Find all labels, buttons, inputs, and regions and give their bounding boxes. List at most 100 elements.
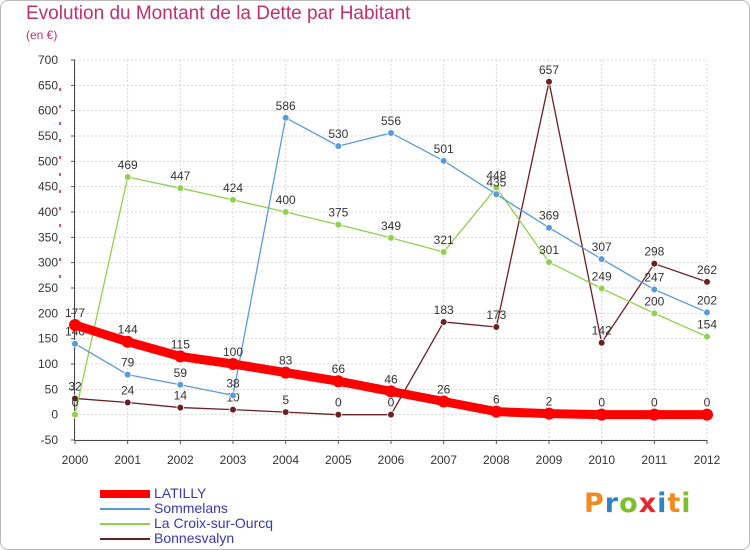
data-label: 530 [328, 127, 348, 141]
x-tick-label: 2010 [588, 453, 615, 467]
data-label: 32 [68, 379, 82, 393]
legend-label: LATILLY [154, 485, 207, 501]
y-tick-label: 200 [38, 306, 58, 320]
data-label: 0 [335, 396, 342, 410]
data-point [71, 410, 79, 419]
data-point [123, 370, 132, 379]
data-label: 154 [697, 318, 717, 332]
data-label: 321 [434, 233, 454, 247]
y-tick-label: 400 [38, 205, 58, 219]
data-point [545, 77, 553, 86]
legend-label: Sommelans [154, 500, 228, 516]
data-point [439, 248, 448, 256]
data-point [121, 335, 134, 348]
y-tick-label: 650 [38, 78, 58, 92]
data-label: 556 [381, 114, 401, 128]
data-point [176, 403, 185, 412]
data-label: 59 [174, 366, 188, 380]
y-tick-label: 100 [38, 357, 58, 371]
chart-subtitle: (en €) [26, 28, 58, 42]
logo-letter: o [619, 488, 639, 519]
data-label: 657 [539, 63, 559, 77]
data-point [123, 173, 132, 181]
data-label: 249 [592, 270, 612, 284]
data-label: 435 [486, 175, 506, 189]
data-point [650, 259, 659, 268]
y-tick-label: 350 [38, 230, 58, 244]
logo-letter: i [657, 488, 668, 519]
y-tick-label: 300 [38, 256, 58, 270]
data-point [176, 380, 185, 389]
logo-letter: P [584, 488, 605, 519]
data-point [439, 157, 448, 165]
data-point [176, 184, 185, 192]
data-label: 14 [174, 389, 188, 403]
y-tick-label: 250 [38, 281, 58, 295]
data-label: 38 [226, 376, 240, 390]
data-point [703, 278, 711, 286]
data-point [439, 318, 448, 326]
chart-legend: LATILLY Sommelans La Croix-sur-Ourcq Bonnes… [100, 486, 273, 546]
x-tick-label: 2006 [378, 453, 405, 467]
data-point [123, 398, 132, 407]
proxiti-logo: Proxiti [584, 488, 692, 519]
data-point [227, 358, 239, 370]
data-point [492, 323, 501, 331]
legend-label: La Croix-sur-Ourcq [154, 515, 274, 531]
logo-letter: i [681, 488, 692, 519]
data-label: 301 [539, 243, 559, 257]
data-label: 448 [486, 169, 506, 183]
data-label: 586 [276, 99, 296, 113]
data-label: 173 [486, 308, 506, 322]
x-tick-label: 2002 [167, 453, 194, 467]
data-point [595, 408, 608, 421]
data-label: 24 [121, 384, 135, 398]
data-label: 6 [493, 393, 500, 407]
data-point [385, 385, 397, 398]
legend-item: LATILLY [100, 486, 273, 501]
data-label: 447 [170, 169, 190, 183]
data-label: 0 [651, 396, 658, 410]
data-point [387, 234, 395, 242]
data-point [229, 391, 237, 400]
data-label: 307 [592, 240, 612, 254]
data-point [703, 332, 711, 341]
data-point [281, 113, 290, 122]
data-point [281, 208, 290, 216]
legend-swatch [100, 522, 150, 525]
data-point [543, 407, 555, 420]
data-label: 369 [539, 209, 559, 223]
data-label: 66 [332, 362, 346, 376]
data-point [334, 142, 343, 150]
data-label: 177 [65, 306, 85, 320]
y-tick-label: 550 [38, 129, 58, 143]
data-point [279, 366, 292, 379]
data-label: 46 [384, 372, 398, 386]
data-label: 0 [598, 396, 605, 410]
legend-label: Bonnesvalyn [154, 530, 235, 546]
data-label: 375 [328, 206, 348, 220]
logo-letter: t [667, 488, 682, 519]
data-label: 0 [704, 396, 711, 410]
x-tick-label: 2001 [114, 453, 141, 467]
legend-item: Sommelans [100, 501, 273, 516]
data-point [597, 255, 606, 263]
legend-swatch [100, 537, 150, 540]
data-label: 469 [118, 158, 138, 172]
y-tick-label: 450 [38, 180, 58, 194]
x-tick-label: 2005 [325, 453, 352, 467]
data-label: 79 [121, 356, 135, 370]
data-point [69, 318, 81, 331]
data-label: 349 [381, 219, 401, 233]
data-label: 202 [697, 293, 717, 307]
data-point [648, 408, 661, 421]
y-tick-label: 600 [38, 104, 58, 118]
data-label: 200 [644, 294, 664, 308]
data-point [437, 395, 450, 408]
data-point [174, 350, 187, 363]
data-point [334, 410, 343, 419]
data-point [650, 309, 659, 318]
y-tick-label: 700 [38, 53, 58, 67]
chart-title: Evolution du Montant de la Dette par Hab… [26, 3, 411, 24]
data-label: 100 [223, 345, 243, 359]
